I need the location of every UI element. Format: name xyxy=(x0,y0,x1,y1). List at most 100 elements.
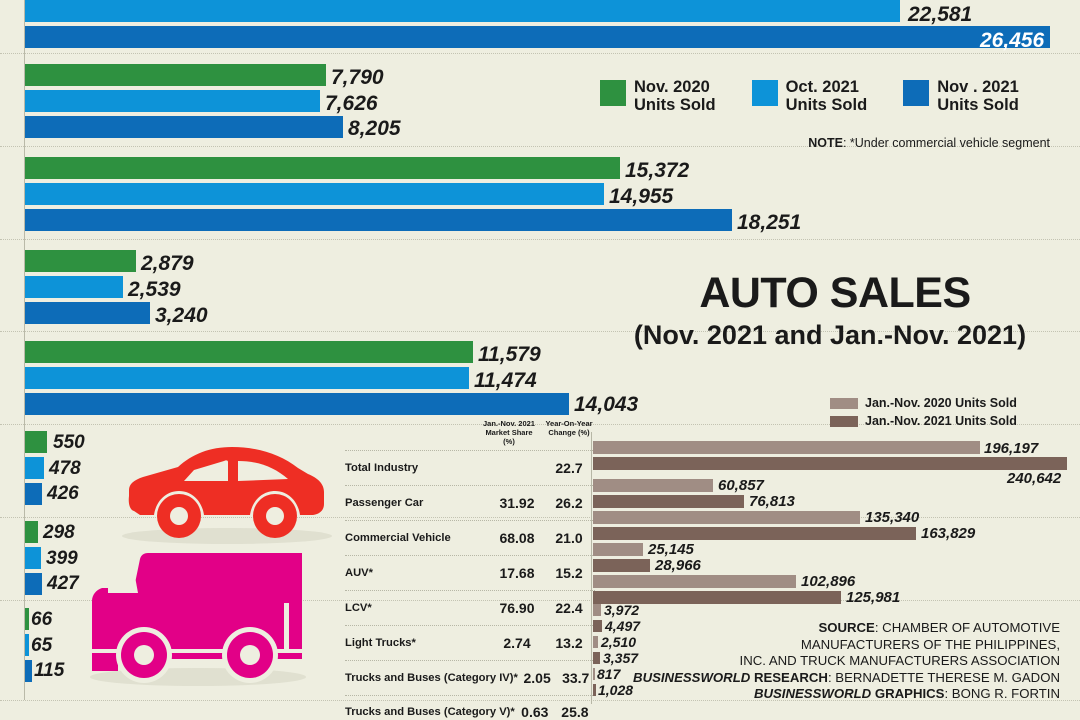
bar-trucks-buses-iv-nov2021 xyxy=(25,573,42,595)
bar-auv-oct2021 xyxy=(25,276,123,298)
table-cell-change: 22.7 xyxy=(555,459,583,476)
gridline xyxy=(0,146,1080,147)
table-cell-share: 0.63 xyxy=(521,704,549,720)
table-row: Commercial Vehicle 68.08 21.0 xyxy=(345,519,595,555)
table-cell-name: Trucks and Buses (Category V)* xyxy=(345,706,515,719)
ybar-passenger-car-2020 xyxy=(593,479,713,492)
ybar-light-trucks-2020 xyxy=(593,604,601,616)
research-name: : BERNADETTE THERESE M. GADON xyxy=(827,669,1060,685)
ybar-label-trucks-buses-v-2020: 817 xyxy=(597,666,621,682)
table-header-market-share: Jan.-Nov. 2021 Market Share (%) xyxy=(483,419,535,446)
ybar-total-industry-2020 xyxy=(593,441,980,454)
table-cell-name: Light Trucks* xyxy=(345,636,416,649)
bar-label-auv-nov2020: 2,879 xyxy=(141,252,194,275)
table-cell-share: 31.92 xyxy=(499,494,535,511)
bar-label-trucks-buses-v-nov2020: 66 xyxy=(31,609,53,630)
graphics-brand: BUSINESSWORLD xyxy=(753,686,872,701)
bar-label-passenger-car-oct2021: 7,626 xyxy=(325,92,378,115)
gridline xyxy=(0,239,1080,240)
ybar-label-passenger-car-2020: 60,857 xyxy=(718,477,764,494)
ybar-label-trucks-buses-iv-2021: 3,357 xyxy=(603,650,639,666)
graphics-label: GRAPHICS xyxy=(871,686,945,701)
ybar-label-lcv-2020: 102,896 xyxy=(801,573,856,590)
bar-total-industry-nov2021 xyxy=(25,26,1050,48)
legend-item-oct-2021: Oct. 2021 Units Sold xyxy=(751,78,867,115)
legend-label-nov-2021: Nov . 2021 Units Sold xyxy=(937,78,1019,115)
ybar-trucks-buses-iv-2020 xyxy=(593,636,598,648)
ybar-total-industry-2021 xyxy=(593,457,1067,470)
bar-commercial-vehicle-nov2020 xyxy=(25,157,620,179)
bar-light-trucks-oct2021 xyxy=(25,457,44,479)
gridline xyxy=(0,424,1080,425)
ybar-trucks-buses-v-2021 xyxy=(593,684,596,696)
ybar-trucks-buses-iv-2021 xyxy=(593,652,600,664)
market-share-table: Jan.-Nov. 2021 Market Share (%) Year-On-… xyxy=(345,419,595,720)
ybar-commercial-vehicle-2020 xyxy=(593,511,860,524)
source-line-3: INC. AND TRUCK MANUFACTURERS ASSOCIATION xyxy=(739,653,1060,668)
gridline xyxy=(0,700,1080,701)
bar-label-lcv-nov2020: 11,579 xyxy=(478,343,541,366)
table-row: Light Trucks* 2.74 13.2 xyxy=(345,624,595,660)
bar-label-total-industry-nov2021: 26,456 xyxy=(980,29,1045,52)
source-text-1: : CHAMBER OF AUTOMOTIVE xyxy=(874,620,1060,635)
bar-passenger-car-nov2021 xyxy=(25,116,343,138)
table-cell-share: 2.74 xyxy=(503,634,531,651)
table-right-border xyxy=(591,432,592,704)
gridline xyxy=(0,600,1080,601)
bar-passenger-car-nov2020 xyxy=(25,64,326,86)
bar-label-auv-nov2021: 3,240 xyxy=(155,304,208,327)
ybar-label-commercial-vehicle-2021: 163,829 xyxy=(921,525,976,542)
ybar-label-total-industry-2020: 196,197 xyxy=(984,440,1039,457)
bar-label-lcv-oct2021: 11,474 xyxy=(474,369,537,392)
yearly-legend: Jan.-Nov. 2020 Units Sold Jan.-Nov. 2021… xyxy=(830,396,1017,432)
legend-item-jan-nov-2021: Jan.-Nov. 2021 Units Sold xyxy=(830,414,1017,428)
graphics-line: BUSINESSWORLD GRAPHICS: BONG R. FORTIN xyxy=(590,686,1060,703)
bar-trucks-buses-iv-nov2020 xyxy=(25,521,38,543)
ybar-commercial-vehicle-2021 xyxy=(593,527,916,540)
ybar-label-light-trucks-2021: 4,497 xyxy=(605,618,641,634)
ybar-label-passenger-car-2021: 76,813 xyxy=(749,493,795,510)
legend-swatch-icon-jan-nov-2021 xyxy=(830,415,858,427)
bar-label-trucks-buses-iv-nov2021: 427 xyxy=(47,573,79,594)
note-text: : *Under commercial vehicle segment xyxy=(842,136,1050,150)
ybar-trucks-buses-v-2020 xyxy=(593,668,595,680)
ybar-label-light-trucks-2020: 3,972 xyxy=(604,602,640,618)
bar-label-trucks-buses-v-nov2021: 115 xyxy=(34,660,65,681)
car-icon xyxy=(122,447,332,544)
bar-trucks-buses-v-oct2021 xyxy=(25,634,29,656)
ybar-auv-2020 xyxy=(593,543,643,556)
bar-total-industry-oct2021 xyxy=(25,0,900,22)
source-line-2: MANUFACTURERS OF THE PHILIPPINES, xyxy=(800,636,1060,652)
truck-icon xyxy=(90,553,306,686)
table-cell-change: 15.2 xyxy=(555,564,583,581)
ybar-label-auv-2021: 28,966 xyxy=(655,557,701,574)
legend-item-nov-2021: Nov . 2021 Units Sold xyxy=(903,78,1019,115)
ybar-label-lcv-2021: 125,981 xyxy=(846,589,901,606)
table-cell-name: Passenger Car xyxy=(345,496,424,509)
bar-label-passenger-car-nov2020: 7,790 xyxy=(331,66,384,89)
bar-label-trucks-buses-v-oct2021: 65 xyxy=(31,635,53,656)
research-brand: BUSINESSWORLD xyxy=(633,669,751,685)
ybar-label-auv-2020: 25,145 xyxy=(648,541,694,558)
chart-axis-line xyxy=(24,0,25,700)
table-row: Total Industry 22.7 xyxy=(345,449,595,485)
bar-lcv-nov2020 xyxy=(25,341,473,363)
monthly-legend: Nov. 2020 Units Sold Oct. 2021 Units Sol… xyxy=(600,78,1019,115)
table-cell-change: 26.2 xyxy=(555,494,583,511)
bar-label-trucks-buses-iv-nov2020: 298 xyxy=(43,522,75,543)
source-label: SOURCE xyxy=(818,620,875,635)
bar-light-trucks-nov2020 xyxy=(25,431,47,453)
table-row: Trucks and Buses (Category IV)* 2.05 33.… xyxy=(345,659,595,695)
bar-label-commercial-vehicle-nov2021: 18,251 xyxy=(737,211,802,234)
bar-label-light-trucks-nov2021: 426 xyxy=(47,483,79,504)
gridline xyxy=(0,53,1080,54)
source-credits: SOURCE: CHAMBER OF AUTOMOTIVE MANUFACTUR… xyxy=(590,620,1060,703)
ybar-label-commercial-vehicle-2020: 135,340 xyxy=(865,509,920,526)
legend-label-nov-2020: Nov. 2020 Units Sold xyxy=(634,78,716,115)
bar-label-trucks-buses-iv-oct2021: 399 xyxy=(46,548,78,569)
ybar-auv-2021 xyxy=(593,559,650,572)
table-row: Passenger Car 31.92 26.2 xyxy=(345,484,595,520)
bar-label-commercial-vehicle-oct2021: 14,955 xyxy=(609,185,674,208)
table-cell-share: 68.08 xyxy=(499,529,535,546)
